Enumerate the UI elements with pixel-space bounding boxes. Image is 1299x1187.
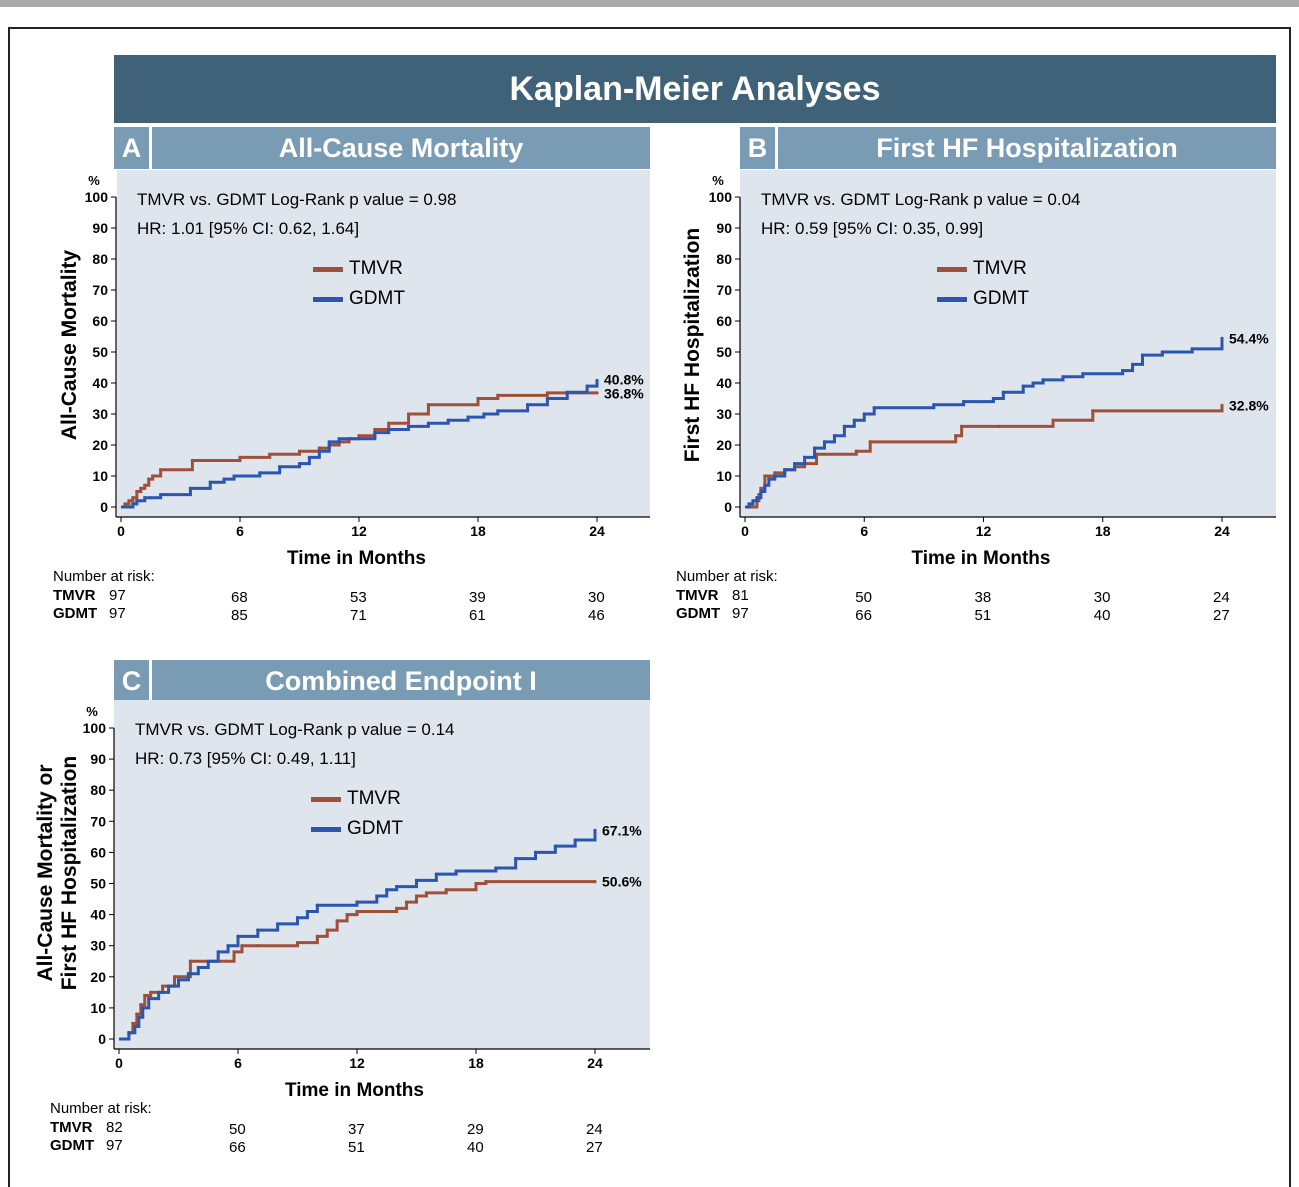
legend-label: GDMT bbox=[347, 818, 403, 839]
risk-value-gdmt: 40 bbox=[1093, 607, 1111, 624]
x-axis-label: Time in Months bbox=[911, 548, 1051, 569]
legend-label: TMVR bbox=[347, 788, 401, 809]
risk-value-gdmt: 66 bbox=[855, 607, 872, 624]
risk-value-gdmt: 66 bbox=[229, 1139, 246, 1156]
legend-swatch-tmvr bbox=[937, 266, 967, 272]
legend-item-tmvr: TMVR bbox=[313, 258, 403, 280]
risk-value-gdmt: 61 bbox=[469, 607, 486, 624]
risk-value-tmvr: 68 bbox=[231, 589, 248, 606]
risk-value-tmvr: 82 bbox=[106, 1119, 123, 1136]
risk-value-gdmt: 97 bbox=[109, 605, 126, 622]
legend-item-gdmt: GDMT bbox=[313, 288, 405, 310]
panel-letter: B bbox=[740, 127, 778, 169]
panel-letter: A bbox=[114, 127, 152, 169]
risk-value-tmvr: 53 bbox=[350, 589, 367, 606]
risk-row-label-tmvr: TMVR bbox=[676, 587, 719, 604]
legend-swatch-gdmt bbox=[937, 296, 967, 302]
risk-value-tmvr: 37 bbox=[348, 1121, 365, 1138]
legend-item-gdmt: GDMT bbox=[311, 818, 403, 840]
risk-row-label-tmvr: TMVR bbox=[53, 587, 96, 604]
legend-label: TMVR bbox=[973, 258, 1027, 279]
x-axis-label: Time in Months bbox=[287, 548, 426, 569]
risk-row-label-gdmt: GDMT bbox=[676, 605, 721, 622]
risk-row-label-tmvr: TMVR bbox=[50, 1119, 93, 1136]
hazard-ratio-stat: HR: 0.59 [95% CI: 0.35, 0.99] bbox=[761, 219, 984, 238]
risk-table-header: Number at risk: bbox=[53, 568, 155, 585]
risk-value-gdmt: 51 bbox=[974, 607, 992, 624]
logrank-stat: TMVR vs. GDMT Log-Rank p value = 0.98 bbox=[137, 190, 457, 209]
y-axis-label-line: All-Cause Mortality or bbox=[34, 764, 57, 982]
risk-value-tmvr: 97 bbox=[109, 587, 126, 604]
legend-swatch-tmvr bbox=[311, 796, 341, 802]
legend-label: GDMT bbox=[349, 288, 405, 309]
panel-title: Combined Endpoint I bbox=[265, 665, 537, 696]
risk-value-gdmt: 27 bbox=[1213, 607, 1230, 624]
risk-table-header: Number at risk: bbox=[50, 1100, 152, 1117]
legend-swatch-gdmt bbox=[313, 296, 343, 302]
risk-value-gdmt: 27 bbox=[586, 1139, 603, 1156]
risk-value-tmvr: 81 bbox=[732, 587, 749, 604]
y-axis-label-line: All-Cause Mortality bbox=[58, 249, 81, 441]
y-axis-label: All-Cause Mortality bbox=[58, 175, 82, 515]
risk-row-label-gdmt: GDMT bbox=[53, 605, 98, 622]
logrank-stat: TMVR vs. GDMT Log-Rank p value = 0.04 bbox=[761, 190, 1081, 209]
panel-title-bar: A All-Cause Mortality bbox=[114, 127, 650, 169]
y-axis-label-line: First HF Hospitalization bbox=[681, 227, 704, 463]
risk-row-label-gdmt: GDMT bbox=[50, 1137, 95, 1154]
risk-value-tmvr: 30 bbox=[1093, 589, 1111, 606]
risk-value-tmvr: 29 bbox=[467, 1121, 484, 1138]
panel-letter: C bbox=[114, 660, 152, 702]
risk-value-gdmt: 46 bbox=[588, 607, 605, 624]
risk-value-tmvr: 50 bbox=[855, 589, 872, 606]
panel-title: All-Cause Mortality bbox=[278, 132, 524, 163]
risk-value-gdmt: 97 bbox=[106, 1137, 123, 1154]
hazard-ratio-stat: HR: 1.01 [95% CI: 0.62, 1.64] bbox=[137, 219, 360, 238]
logrank-stat: TMVR vs. GDMT Log-Rank p value = 0.14 bbox=[135, 720, 455, 739]
risk-value-tmvr: 24 bbox=[1213, 589, 1230, 606]
figure-frame bbox=[8, 27, 1291, 1187]
hazard-ratio-stat: HR: 0.73 [95% CI: 0.49, 1.11] bbox=[135, 749, 356, 768]
legend-item-gdmt: GDMT bbox=[937, 288, 1029, 310]
risk-value-tmvr: 50 bbox=[229, 1121, 246, 1138]
risk-value-tmvr: 30 bbox=[588, 589, 605, 606]
y-axis-label-line: First HF Hospitalization bbox=[58, 755, 81, 991]
risk-value-gdmt: 71 bbox=[350, 607, 367, 624]
risk-value-gdmt: 97 bbox=[732, 605, 749, 622]
panel-title-bar: C Combined Endpoint I bbox=[114, 660, 650, 702]
y-axis-label: First HF Hospitalization bbox=[681, 175, 705, 515]
legend-item-tmvr: TMVR bbox=[311, 788, 401, 810]
risk-value-gdmt: 85 bbox=[231, 607, 248, 624]
legend-label: GDMT bbox=[973, 288, 1029, 309]
legend-item-tmvr: TMVR bbox=[937, 258, 1027, 280]
top-border bbox=[0, 0, 1299, 7]
main-title: Kaplan-Meier Analyses bbox=[114, 55, 1276, 123]
y-axis-label: All-Cause Mortality or First HF Hospitali… bbox=[34, 703, 82, 1043]
risk-table-header: Number at risk: bbox=[676, 568, 778, 585]
risk-value-tmvr: 24 bbox=[586, 1121, 603, 1138]
panel-title: First HF Hospitalization bbox=[876, 132, 1178, 163]
x-axis-label: Time in Months bbox=[285, 1080, 424, 1101]
risk-value-tmvr: 39 bbox=[469, 589, 486, 606]
legend-swatch-tmvr bbox=[313, 266, 343, 272]
legend-swatch-gdmt bbox=[311, 826, 341, 832]
panel-title-bar: B First HF Hospitalization bbox=[740, 127, 1276, 169]
risk-value-gdmt: 51 bbox=[348, 1139, 365, 1156]
risk-value-gdmt: 40 bbox=[467, 1139, 484, 1156]
risk-value-tmvr: 38 bbox=[974, 589, 992, 606]
legend-label: TMVR bbox=[349, 258, 403, 279]
